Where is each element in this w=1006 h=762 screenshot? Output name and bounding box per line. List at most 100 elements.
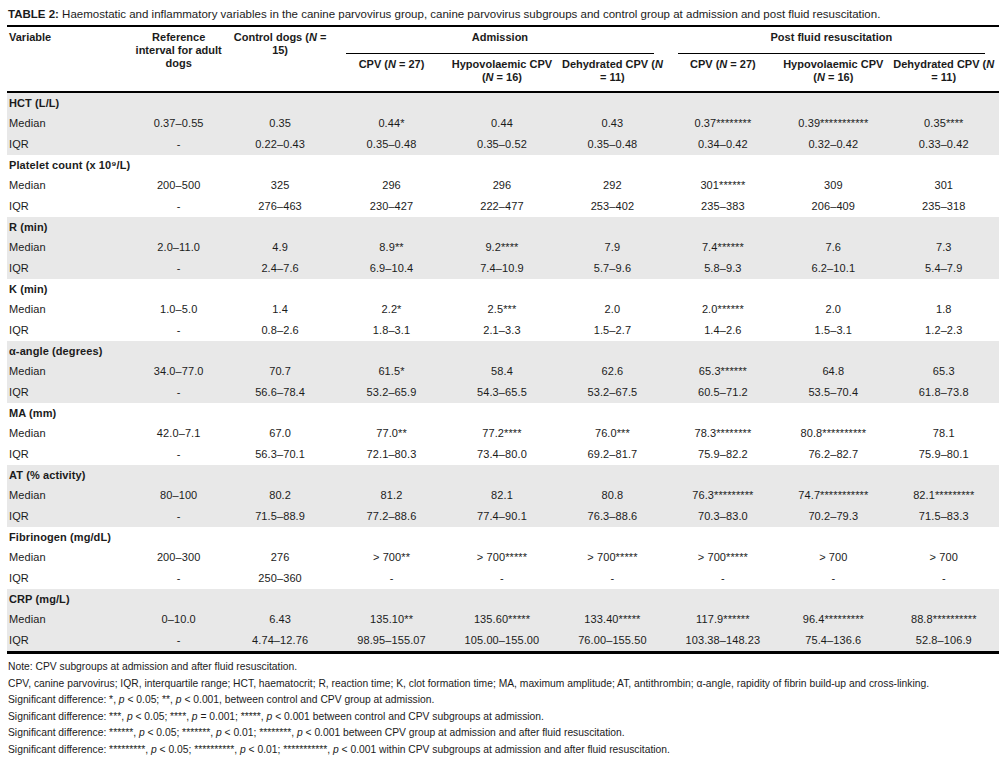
col-header-admission-cpv: CPV (N = 27) bbox=[336, 54, 446, 92]
cell-value: > 700***** bbox=[668, 547, 778, 568]
cell-value: 0–10.0 bbox=[134, 609, 224, 630]
section-name: CRP (mg/L) bbox=[7, 589, 999, 609]
cell-value: - bbox=[447, 568, 557, 589]
data-table: Variable Reference interval for adult do… bbox=[7, 27, 999, 654]
cell-value: 76.2–82.7 bbox=[778, 444, 888, 465]
cell-value: 2.0 bbox=[557, 299, 667, 320]
table-row: Median2.0–11.04.98.9**9.2****7.97.4*****… bbox=[7, 237, 999, 258]
row-label: Median bbox=[7, 237, 134, 258]
section-name: α-angle (degrees) bbox=[7, 341, 999, 361]
cell-value: 81.2 bbox=[336, 485, 446, 506]
cell-value: 70.2–79.3 bbox=[778, 506, 888, 527]
table-page: TABLE 2: Haemostatic and inflammatory va… bbox=[0, 0, 1006, 756]
cell-value: 7.9 bbox=[557, 237, 667, 258]
footnote-line: Significant difference: *********, p < 0… bbox=[8, 743, 993, 756]
row-label: Median bbox=[7, 299, 134, 320]
cell-value: 56.6–78.4 bbox=[224, 382, 336, 403]
row-label: IQR bbox=[7, 630, 134, 653]
section-header-row: CRP (mg/L) bbox=[7, 589, 999, 609]
cell-value: 8.9** bbox=[336, 237, 446, 258]
row-label: IQR bbox=[7, 134, 134, 155]
footnote-line: Significant difference: ******, p < 0.05… bbox=[8, 726, 993, 739]
section-header-row: Platelet count (x 10⁹/L) bbox=[7, 155, 999, 175]
cell-value: 70.3–83.0 bbox=[668, 506, 778, 527]
col-header-post-hypovolaemic-cpv: Hypovolaemic CPV (N = 16) bbox=[778, 54, 888, 92]
cell-value: 70.7 bbox=[224, 361, 336, 382]
table-row: Median0–10.06.43135.10**135.60*****133.4… bbox=[7, 609, 999, 630]
cell-value: 276 bbox=[224, 547, 336, 568]
cell-value: 1.0–5.0 bbox=[134, 299, 224, 320]
cell-value: - bbox=[134, 134, 224, 155]
cell-value: 133.40***** bbox=[557, 609, 667, 630]
section-name: AT (% activity) bbox=[7, 465, 999, 485]
cell-value: - bbox=[134, 382, 224, 403]
cell-value: 75.4–136.6 bbox=[778, 630, 888, 653]
section-name: R (min) bbox=[7, 217, 999, 237]
table-row: Median200–500325296296292301******309301 bbox=[7, 175, 999, 196]
footnote-line: CPV, canine parvovirus; IQR, interquarti… bbox=[8, 677, 993, 690]
row-label: IQR bbox=[7, 196, 134, 217]
cell-value: 292 bbox=[557, 175, 667, 196]
cell-value: 2.0–11.0 bbox=[134, 237, 224, 258]
table-row: IQR-4.74–12.7698.95–155.07105.00–155.007… bbox=[7, 630, 999, 653]
col-header-variable: Variable bbox=[7, 27, 134, 92]
cell-value: 0.35–0.48 bbox=[557, 134, 667, 155]
cell-value: 0.34–0.42 bbox=[668, 134, 778, 155]
cell-value: 2.2* bbox=[336, 299, 446, 320]
col-header-post-dehydrated-cpv: Dehydrated CPV (N = 11) bbox=[889, 54, 999, 92]
col-header-admission-hypovolaemic-cpv: Hypovolaemic CPV (N = 16) bbox=[447, 54, 557, 92]
table-row: IQR-56.3–70.172.1–80.373.4–80.069.2–81.7… bbox=[7, 444, 999, 465]
cell-value: 301****** bbox=[668, 175, 778, 196]
cell-value: 62.6 bbox=[557, 361, 667, 382]
cell-value: 98.95–155.07 bbox=[336, 630, 446, 653]
cell-value: 80.8 bbox=[557, 485, 667, 506]
cell-value: 7.4****** bbox=[668, 237, 778, 258]
cell-value: 82.1********* bbox=[889, 485, 999, 506]
cell-value: 54.3–65.5 bbox=[447, 382, 557, 403]
cell-value: 80.2 bbox=[224, 485, 336, 506]
cell-value: 296 bbox=[336, 175, 446, 196]
cell-value: 200–300 bbox=[134, 547, 224, 568]
cell-value: 74.7*********** bbox=[778, 485, 888, 506]
table-header: Variable Reference interval for adult do… bbox=[7, 27, 999, 92]
cell-value: 76.3********* bbox=[668, 485, 778, 506]
row-label: Median bbox=[7, 361, 134, 382]
cell-value: 135.10** bbox=[336, 609, 446, 630]
row-label: IQR bbox=[7, 382, 134, 403]
cell-value: - bbox=[134, 506, 224, 527]
cell-value: 296 bbox=[447, 175, 557, 196]
cell-value: 72.1–80.3 bbox=[336, 444, 446, 465]
cell-value: 1.4–2.6 bbox=[668, 320, 778, 341]
cell-value: 1.8 bbox=[889, 299, 999, 320]
section-header-row: K (min) bbox=[7, 279, 999, 299]
cell-value: 71.5–83.3 bbox=[889, 506, 999, 527]
cell-value: 0.22–0.43 bbox=[224, 134, 336, 155]
cell-value: 76.3–88.6 bbox=[557, 506, 667, 527]
table-row: IQR-0.22–0.430.35–0.480.35–0.520.35–0.48… bbox=[7, 134, 999, 155]
cell-value: 200–500 bbox=[134, 175, 224, 196]
row-label: Median bbox=[7, 609, 134, 630]
row-label: IQR bbox=[7, 444, 134, 465]
cell-value: 73.4–80.0 bbox=[447, 444, 557, 465]
cell-value: 235–383 bbox=[668, 196, 778, 217]
table-row: Median42.0–7.167.077.0**77.2****76.0***7… bbox=[7, 423, 999, 444]
cell-value: 0.33–0.42 bbox=[889, 134, 999, 155]
cell-value: > 700***** bbox=[447, 547, 557, 568]
cell-value: 64.8 bbox=[778, 361, 888, 382]
cell-value: 34.0–77.0 bbox=[134, 361, 224, 382]
cell-value: 135.60***** bbox=[447, 609, 557, 630]
footnote-line: Significant difference: *, p < 0.05; **,… bbox=[8, 693, 993, 706]
cell-value: 6.2–10.1 bbox=[778, 258, 888, 279]
cell-value: 4.9 bbox=[224, 237, 336, 258]
cell-value: 56.3–70.1 bbox=[224, 444, 336, 465]
section-header-row: α-angle (degrees) bbox=[7, 341, 999, 361]
cell-value: 77.2**** bbox=[447, 423, 557, 444]
cell-value: 4.74–12.76 bbox=[224, 630, 336, 653]
cell-value: 235–318 bbox=[889, 196, 999, 217]
table-row: IQR-56.6–78.453.2–65.954.3–65.553.2–67.5… bbox=[7, 382, 999, 403]
cell-value: > 700 bbox=[778, 547, 888, 568]
row-label: IQR bbox=[7, 506, 134, 527]
cell-value: 65.3 bbox=[889, 361, 999, 382]
cell-value: 61.8–73.8 bbox=[889, 382, 999, 403]
cell-value: 309 bbox=[778, 175, 888, 196]
